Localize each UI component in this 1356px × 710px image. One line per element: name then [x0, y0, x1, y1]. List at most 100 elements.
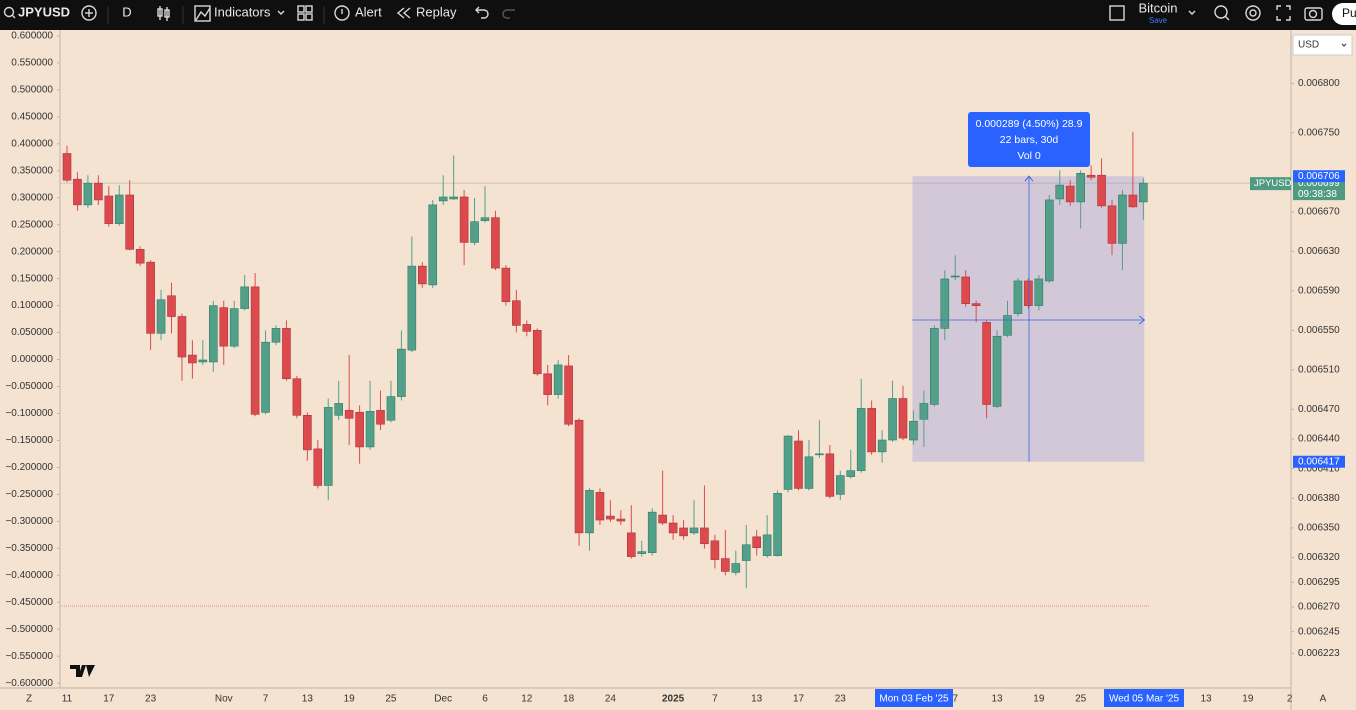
candle-body [616, 518, 626, 522]
candle-body [762, 534, 772, 556]
x-tick-label: 11 [62, 694, 73, 705]
candle-body [668, 522, 678, 534]
right-tick-label: 0.006380 [1298, 493, 1340, 504]
candle-body [376, 410, 385, 425]
left-tick-label: −0.500000 [5, 624, 53, 635]
bottom-control[interactable]: Z [26, 694, 32, 705]
currency-label[interactable]: USD [1298, 40, 1319, 51]
measure-arrow [1139, 315, 1146, 325]
layout-menu[interactable] [1188, 10, 1196, 15]
left-tick-label: 0.150000 [11, 273, 53, 284]
candle-body [1013, 280, 1023, 314]
x-tick-label: 19 [344, 694, 356, 705]
candle-body [480, 217, 490, 221]
fullscreen[interactable] [1276, 5, 1291, 21]
indicators-label[interactable]: Indicators [214, 4, 271, 19]
measure-text: 0.000289 (4.50%) 28.9 [976, 118, 1083, 130]
measure-high-label: 0.006706 [1298, 171, 1340, 182]
candle-body [971, 303, 981, 306]
candle-body [135, 249, 145, 264]
measure-high-label-bg [1293, 170, 1345, 183]
measure-text: 22 bars, 30d [1000, 134, 1059, 146]
left-tick-label: −0.150000 [5, 435, 53, 446]
candle-body [365, 411, 375, 448]
candle-body [240, 286, 249, 309]
candle-body [553, 364, 563, 395]
symbol-search[interactable]: JPYUSD [3, 4, 71, 19]
candle-body [1076, 172, 1085, 203]
layout-name[interactable]: Bitcoin [1138, 0, 1177, 15]
x-tick-label: 2 [1287, 694, 1293, 705]
left-tick-label: 0.500000 [11, 85, 53, 96]
undo[interactable] [475, 6, 489, 19]
measure-text: Vol 0 [1017, 150, 1041, 162]
right-tick-label: 0.006440 [1298, 434, 1340, 445]
candle-body [428, 204, 438, 286]
bottom-control[interactable]: A [1320, 694, 1327, 705]
symbol-tag: JPYUSD [1254, 178, 1292, 189]
candle-body [449, 196, 458, 200]
interval[interactable]: D [122, 4, 131, 19]
right-tick-label: 0.006295 [1298, 577, 1340, 588]
redo[interactable] [502, 9, 515, 19]
right-tick-label: 0.006410 [1298, 463, 1340, 474]
chart-type[interactable] [157, 6, 170, 21]
candle-body [522, 324, 532, 332]
settings[interactable] [1245, 5, 1261, 21]
left-tick-label: 0.300000 [11, 192, 53, 203]
indicators-button[interactable]: Indicators [194, 4, 285, 22]
left-tick-label: −0.400000 [5, 570, 53, 581]
right-tick-label: 0.006320 [1298, 552, 1340, 563]
add-symbol[interactable] [81, 5, 97, 21]
candle-body [344, 410, 354, 419]
left-tick-label: 0.250000 [11, 219, 53, 230]
candle-body [1086, 174, 1096, 178]
candle-body [532, 330, 542, 375]
candle-body [146, 261, 155, 334]
replay-button[interactable]: Replay [396, 4, 457, 19]
candle-body [815, 453, 824, 456]
candle-body [961, 276, 971, 304]
candle-body [825, 453, 835, 497]
candle-body [783, 435, 793, 490]
candle-body [1003, 315, 1012, 336]
currency-select[interactable]: USD [1292, 34, 1353, 56]
candle-body [804, 456, 814, 489]
right-tick-label: 0.006630 [1298, 246, 1340, 257]
countdown: 09:38:38 [1298, 189, 1337, 200]
last-price-bg [1293, 177, 1345, 201]
candle-body [877, 439, 887, 453]
right-tick-label: 0.006350 [1298, 523, 1340, 534]
publish-label[interactable]: Pu [1342, 6, 1356, 20]
x-tick-label: 13 [302, 694, 314, 705]
quick-search[interactable] [1214, 5, 1230, 21]
save-label[interactable]: Save [1149, 16, 1168, 25]
left-tick-label: 0.350000 [11, 165, 53, 176]
candle-body [282, 328, 291, 380]
candle-body [1118, 194, 1127, 244]
measure-low-label-bg [1293, 455, 1345, 468]
left-tick-label: 0.400000 [11, 138, 53, 149]
layouts[interactable] [297, 5, 313, 21]
candle-body [898, 398, 908, 439]
x-tick-label: 17 [103, 694, 115, 705]
candle-body [292, 378, 302, 416]
select-toggle[interactable] [1109, 5, 1125, 21]
snapshot[interactable] [1304, 7, 1323, 21]
left-tick-label: −0.200000 [5, 462, 53, 473]
candle-body [114, 194, 124, 224]
symbol[interactable]: JPYUSD [18, 4, 70, 19]
right-tick-label: 0.006223 [1298, 648, 1340, 659]
candle-body [261, 341, 270, 413]
measure-start: Mon 03 Feb '25 [879, 694, 949, 705]
publish-button[interactable]: Pu [1332, 3, 1356, 25]
x-tick-label: Nov [215, 694, 233, 705]
alert-button[interactable]: Alert [334, 4, 382, 21]
alert-label[interactable]: Alert [355, 4, 382, 19]
candle-body [647, 511, 657, 553]
measure-end-bg [1104, 689, 1184, 707]
right-tick-label: 0.006245 [1298, 626, 1340, 637]
replay-label[interactable]: Replay [416, 4, 457, 19]
measure-arrow [1024, 175, 1034, 182]
